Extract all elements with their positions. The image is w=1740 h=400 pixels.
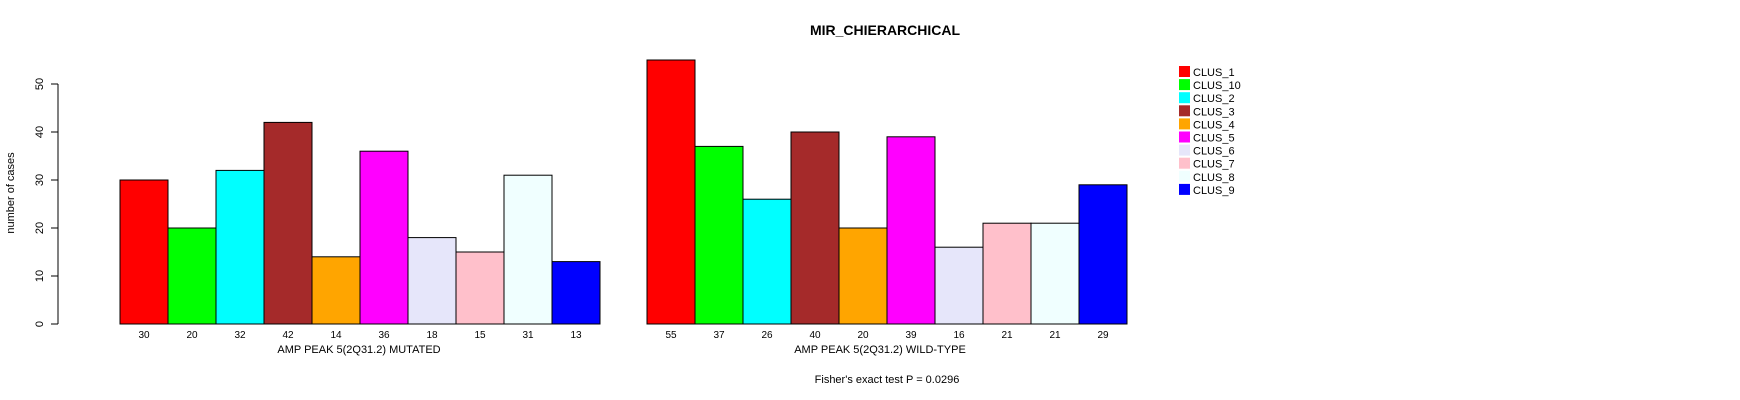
bar-clus-2	[215, 169, 265, 325]
bar-count-label: 31	[522, 330, 534, 341]
bar-count-label: 14	[330, 330, 342, 341]
legend-swatch	[1179, 92, 1190, 104]
legend-label: CLUS_9	[1193, 185, 1235, 197]
bar-count-label: 32	[234, 330, 246, 341]
panel-wild-type-xlabel: AMP PEAK 5(2Q31.2) WILD-TYPE	[794, 344, 966, 356]
bar-clus-8	[1030, 222, 1080, 325]
bar-count-label: 40	[809, 330, 821, 341]
bar-clus-2	[742, 198, 792, 325]
legend-label: CLUS_5	[1193, 133, 1235, 145]
bar-count-label: 21	[1001, 330, 1013, 341]
legend-swatch	[1179, 170, 1190, 182]
bar-clus-5	[359, 150, 409, 325]
fisher-test-footer: Fisher's exact test P = 0.0296	[815, 374, 960, 386]
bar-clus-8	[503, 174, 553, 325]
bar-count-label: 55	[665, 330, 677, 341]
panel-wild-type: 55 37 26 40 20 39 16 21 21 29	[646, 59, 1128, 341]
legend-swatch	[1179, 105, 1190, 117]
bar-clus-4	[838, 227, 888, 325]
bar-clus-10	[167, 227, 217, 325]
legend-label: CLUS_7	[1193, 159, 1235, 171]
bar-count-label: 15	[474, 330, 486, 341]
y-tick-label: 40	[34, 126, 46, 138]
bar-clus-4	[311, 256, 361, 325]
bar-count-label: 16	[953, 330, 965, 341]
bar-count-label: 26	[761, 330, 773, 341]
bar-clus-10	[694, 145, 744, 325]
panel-mutated: 30 20 32 42 14 36 18 15 31 13	[119, 121, 601, 341]
bar-count-label: 39	[905, 330, 917, 341]
bar-count-label: 21	[1049, 330, 1061, 341]
bar-clus-7	[982, 222, 1032, 325]
bar-clus-3	[263, 121, 313, 325]
legend: CLUS_1CLUS_10CLUS_2CLUS_3CLUS_4CLUS_5CLU…	[1179, 66, 1241, 197]
y-tick-label: 20	[34, 222, 46, 234]
bar-clus-9	[551, 261, 601, 325]
bar-count-label: 20	[186, 330, 198, 341]
bar-clus-6	[407, 237, 457, 325]
bar-clus-3	[790, 131, 840, 325]
bar-count-label: 42	[282, 330, 294, 341]
bar-count-label: 18	[426, 330, 438, 341]
legend-label: CLUS_2	[1193, 93, 1235, 105]
legend-label: CLUS_4	[1193, 119, 1235, 131]
chart-title: MIR_CHIERARCHICAL	[810, 22, 961, 38]
y-tick-label: 50	[34, 78, 46, 90]
legend-swatch	[1179, 79, 1190, 91]
y-axis-label: number of cases	[5, 152, 17, 234]
y-tick-label: 10	[34, 270, 46, 282]
bar-count-label: 29	[1097, 330, 1109, 341]
bar-count-label: 36	[378, 330, 390, 341]
legend-swatch	[1179, 66, 1190, 77]
bar-clus-5	[886, 136, 936, 325]
legend-swatch	[1179, 144, 1190, 156]
bar-count-label: 30	[138, 330, 150, 341]
legend-label: CLUS_6	[1193, 146, 1235, 158]
legend-label: CLUS_10	[1193, 80, 1241, 92]
legend-swatch	[1179, 183, 1190, 195]
bar-clus-1	[646, 59, 696, 325]
bar-clus-7	[455, 251, 505, 325]
y-tick-label: 0	[34, 321, 46, 327]
y-tick-label: 30	[34, 174, 46, 186]
panel-mutated-xlabel: AMP PEAK 5(2Q31.2) MUTATED	[277, 344, 440, 356]
bar-count-label: 37	[713, 330, 725, 341]
legend-label: CLUS_8	[1193, 172, 1235, 184]
bar-clus-9	[1078, 184, 1128, 325]
legend-swatch	[1179, 118, 1190, 130]
bar-clus-6	[934, 246, 984, 325]
legend-swatch	[1179, 131, 1190, 143]
y-axis: 0 10 20 30 40 50	[34, 78, 59, 327]
legend-label: CLUS_3	[1193, 106, 1235, 118]
bar-count-label: 13	[570, 330, 582, 341]
bar-count-label: 20	[857, 330, 869, 341]
bar-clus-1	[119, 179, 169, 325]
legend-swatch	[1179, 157, 1190, 169]
legend-label: CLUS_1	[1193, 67, 1235, 79]
